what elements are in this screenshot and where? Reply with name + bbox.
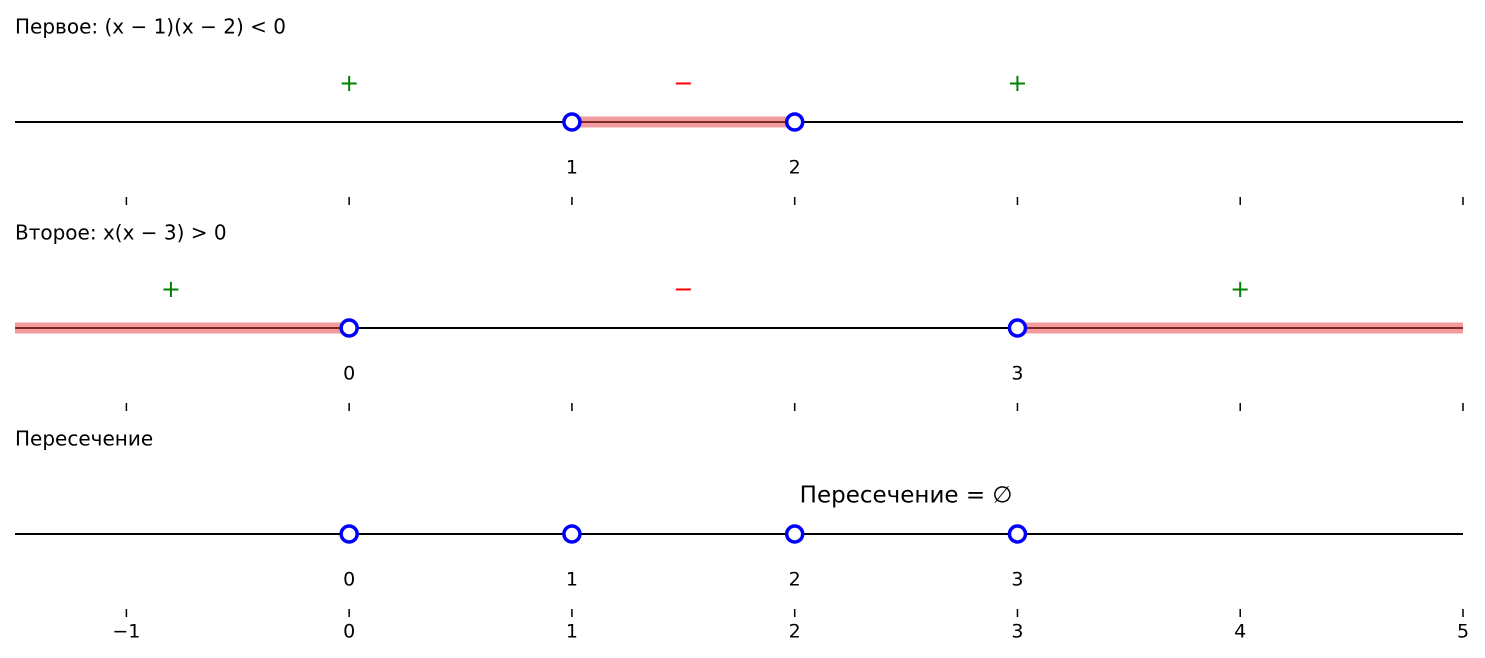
open-point: [339, 318, 359, 338]
panel-title: Второе: x(x − 3) > 0: [15, 221, 227, 245]
panel-title: Пересечение: [15, 427, 153, 451]
x-tick-label: 4: [1234, 621, 1246, 643]
annotation: Пересечение = ∅: [800, 483, 1013, 509]
open-point: [1007, 318, 1028, 338]
open-point: [339, 524, 359, 544]
x-tick-label: −1: [112, 621, 140, 643]
x-tick-label: 5: [1457, 621, 1469, 643]
point-label: 2: [789, 569, 801, 591]
x-tick-label: 1: [566, 621, 578, 643]
point-label: 0: [343, 569, 355, 591]
sign: +: [1007, 69, 1027, 97]
point-label: 1: [566, 569, 578, 591]
point-label: 3: [1011, 363, 1023, 385]
point-label: 0: [343, 363, 355, 385]
point-label: 2: [789, 157, 801, 179]
sign: −: [673, 69, 693, 97]
open-point: [562, 524, 582, 544]
x-tick-label: 3: [1011, 621, 1023, 643]
point-label: 3: [1011, 569, 1023, 591]
open-point: [1007, 524, 1028, 544]
open-point: [784, 524, 805, 544]
point-label: 1: [566, 157, 578, 179]
sign: −: [673, 275, 693, 303]
x-tick-label: 0: [343, 621, 355, 643]
panel-title: Первое: (x − 1)(x − 2) < 0: [15, 15, 286, 39]
sign: +: [339, 69, 359, 97]
sign: +: [1230, 275, 1250, 303]
x-tick-label: 2: [789, 621, 801, 643]
open-point: [784, 112, 805, 132]
open-point: [562, 112, 582, 132]
sign: +: [161, 275, 181, 303]
